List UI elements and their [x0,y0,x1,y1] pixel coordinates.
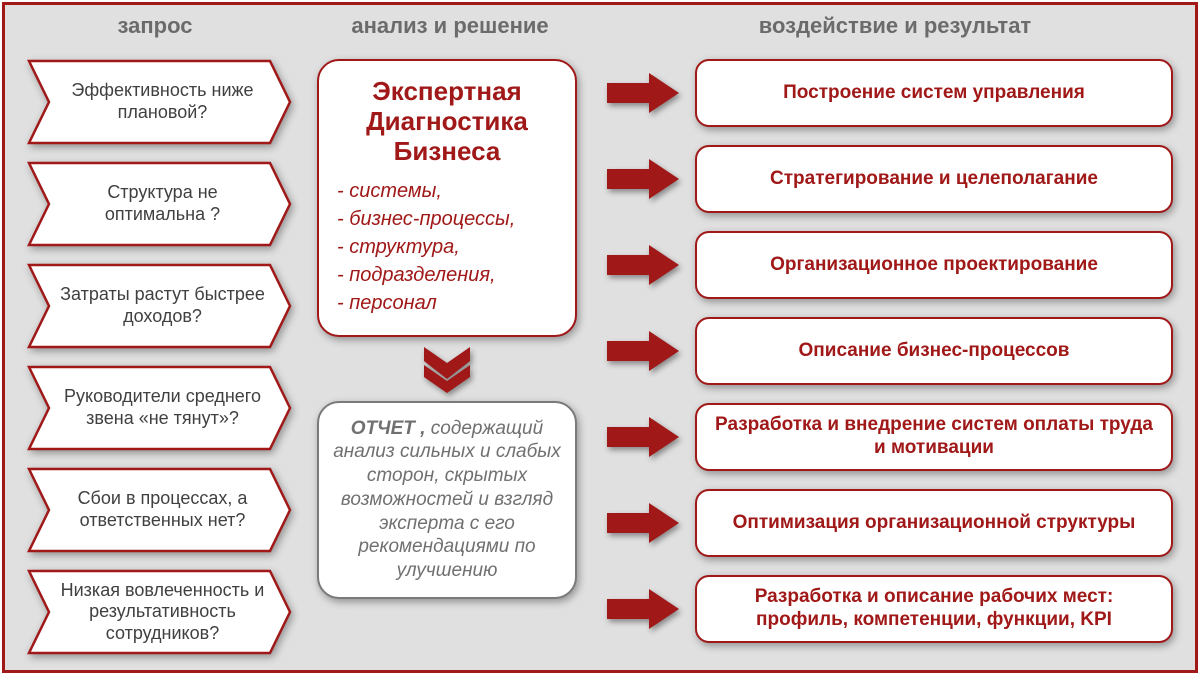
arrow-right-icon [605,587,681,631]
question-label: Сбои в процессах, а ответственных нет? [55,467,270,553]
question-label: Эффективность ниже плановой? [55,59,270,145]
outcome-box: Оптимизация организационной структуры [695,489,1173,557]
question-label: Затраты растут быстрее доходов? [55,263,270,349]
arrow-right-icon [605,329,681,373]
diagnosis-list: системы,бизнес-процессы,структура,подраз… [337,177,557,317]
outcome-row: Построение систем управления [605,59,1173,127]
report-text: содержащий анализ сильных и слабых сторо… [333,418,561,582]
question-chevron: Руководители среднего звена «не тянут»? [27,365,292,451]
outcome-box: Разработка и описание рабочих мест: проф… [695,575,1173,643]
outcome-box: Разработка и внедрение систем оплаты тру… [695,403,1173,471]
questions-column: Эффективность ниже плановой? Структура н… [27,59,292,655]
outcome-row: Описание бизнес-процессов [605,317,1173,385]
outcome-row: Организационное проектирование [605,231,1173,299]
question-chevron: Затраты растут быстрее доходов? [27,263,292,349]
question-label: Низкая вовлеченность и результативность … [55,569,270,655]
analysis-column: Экспертная Диагностика Бизнеса системы,б… [317,59,577,599]
arrow-right-icon [605,415,681,459]
arrow-right-icon [605,501,681,545]
diagnosis-list-item: системы, [337,177,557,205]
header-requests: запрос [5,13,305,39]
diagnosis-title-l1: Экспертная [372,76,521,106]
diagnosis-title-l2: Диагностика [366,106,528,136]
diagnosis-box: Экспертная Диагностика Бизнеса системы,б… [317,59,577,337]
outcome-row: Разработка и описание рабочих мест: проф… [605,575,1173,643]
diagnosis-title: Экспертная Диагностика Бизнеса [337,77,557,167]
header-analysis: анализ и решение [305,13,595,39]
question-chevron: Структура не оптимальна ? [27,161,292,247]
arrow-right-icon [605,243,681,287]
chevron-down-icon [420,345,474,393]
arrow-right-icon [605,71,681,115]
question-chevron: Эффективность ниже плановой? [27,59,292,145]
outcome-box: Описание бизнес-процессов [695,317,1173,385]
report-box: ОТЧЕТ , содержащий анализ сильных и слаб… [317,401,577,599]
outcome-box: Организационное проектирование [695,231,1173,299]
diagram-frame: запрос анализ и решение воздействие и ре… [2,2,1198,673]
diagnosis-list-item: персонал [337,289,557,317]
report-bold: ОТЧЕТ , [351,418,426,439]
diagnosis-list-item: бизнес-процессы, [337,205,557,233]
outcome-row: Оптимизация организационной структуры [605,489,1173,557]
column-headers: запрос анализ и решение воздействие и ре… [5,13,1195,39]
header-results: воздействие и результат [595,13,1195,39]
question-label: Структура не оптимальна ? [55,161,270,247]
diagnosis-title-l3: Бизнеса [394,136,501,166]
outcome-box: Построение систем управления [695,59,1173,127]
arrow-right-icon [605,157,681,201]
outcome-box: Стратегирование и целеполагание [695,145,1173,213]
diagnosis-list-item: структура, [337,233,557,261]
outcome-row: Разработка и внедрение систем оплаты тру… [605,403,1173,471]
question-label: Руководители среднего звена «не тянут»? [55,365,270,451]
diagnosis-list-item: подразделения, [337,261,557,289]
outcome-row: Стратегирование и целеполагание [605,145,1173,213]
question-chevron: Сбои в процессах, а ответственных нет? [27,467,292,553]
outcomes-column: Построение систем управления Стратегиров… [605,59,1173,643]
question-chevron: Низкая вовлеченность и результативность … [27,569,292,655]
